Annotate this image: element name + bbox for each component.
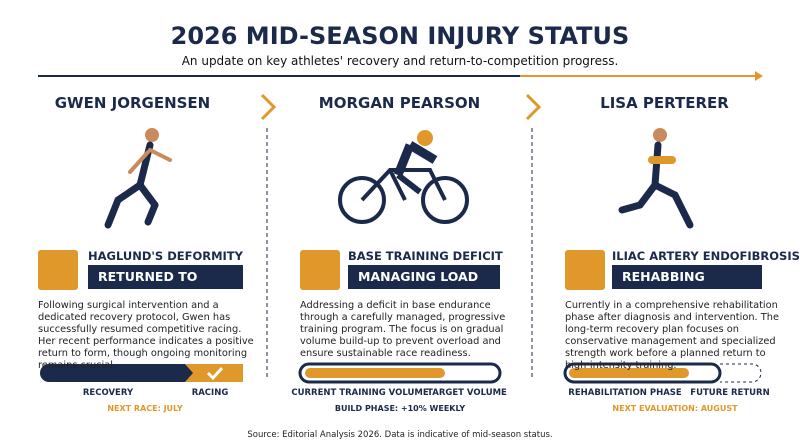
status: MANAGING LOAD: [348, 265, 500, 289]
progress-start: REHABILITATION PHASE: [568, 388, 682, 398]
title: 2026 MID-SEASON INJURY STATUS: [170, 22, 630, 50]
progress-start: CURRENT TRAINING VOLUME: [291, 388, 429, 398]
note: NEXT EVALUATION: AUGUST: [612, 404, 738, 413]
condition: ILIAC ARTERY ENDOFIBROSIS: [612, 249, 800, 263]
description: Addressing a deficit in base endurance t…: [300, 300, 506, 359]
condition: BASE TRAINING DEFICIT: [348, 249, 503, 263]
note: BUILD PHASE: +10% WEEKLY: [334, 404, 466, 413]
icon: [38, 250, 78, 290]
athlete-name: GWEN JORGENSEN: [54, 94, 211, 112]
description: Currently in a comprehensive rehabilitat…: [565, 300, 780, 371]
status: REHABBING: [612, 265, 762, 289]
progress-start: RECOVERY: [82, 388, 134, 398]
condition: HAGLUND'S DEFORMITY: [88, 249, 243, 263]
source: Source: Editorial Analysis 2026. Data is…: [247, 430, 553, 440]
progress-end: TARGET VOLUME: [427, 388, 507, 398]
progress-end: FUTURE RETURN: [690, 388, 770, 398]
progress-end: RACING: [191, 388, 229, 398]
status: RETURNED TO RACING: [88, 265, 243, 308]
icon: [300, 250, 340, 290]
subtitle: An update on key athletes' recovery and …: [181, 54, 619, 68]
note: NEXT RACE: JULY: [107, 404, 183, 413]
athlete-name: LISA PERTERER: [600, 94, 729, 112]
description: Following surgical intervention and a de…: [38, 300, 254, 371]
icon: [565, 250, 605, 290]
athlete-name: MORGAN PEARSON: [318, 94, 481, 112]
